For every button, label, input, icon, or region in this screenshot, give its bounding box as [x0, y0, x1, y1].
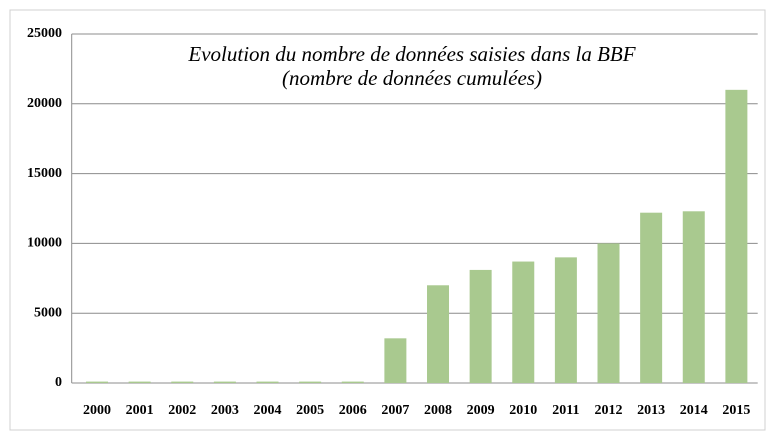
- x-tick-label: 2005: [296, 403, 324, 418]
- bar: [427, 285, 450, 383]
- y-tick-label: 20000: [27, 96, 62, 111]
- bar: [213, 381, 236, 383]
- x-tick-label: 2007: [381, 403, 409, 418]
- x-tick-label: 2000: [83, 403, 111, 418]
- y-tick-label: 0: [55, 375, 62, 390]
- bar: [384, 338, 407, 383]
- bar: [469, 269, 492, 383]
- bar: [725, 89, 748, 383]
- x-tick-label: 2003: [211, 403, 239, 418]
- y-tick-label: 25000: [27, 26, 62, 41]
- bar: [640, 212, 663, 383]
- x-tick-label: 2015: [722, 403, 750, 418]
- x-tick-label: 2010: [509, 403, 537, 418]
- x-tick-label: 2012: [595, 403, 623, 418]
- y-tick-label: 5000: [34, 305, 62, 320]
- chart-title: Evolution du nombre de données saisies d…: [187, 42, 635, 66]
- chart-subtitle: (nombre de données cumulées): [282, 66, 542, 90]
- x-tick-label: 2013: [637, 403, 665, 418]
- bar: [682, 211, 705, 383]
- y-tick-label: 15000: [27, 166, 62, 181]
- x-tick-label: 2006: [339, 403, 367, 418]
- chart-frame: [9, 9, 766, 431]
- bar: [128, 381, 151, 383]
- bar: [597, 243, 620, 383]
- bar: [341, 381, 364, 383]
- x-tick-label: 2008: [424, 403, 452, 418]
- x-tick-label: 2009: [467, 403, 495, 418]
- bar: [554, 257, 577, 383]
- x-tick-label: 2011: [552, 403, 579, 418]
- x-tick-label: 2004: [254, 403, 282, 418]
- bar: [86, 381, 109, 383]
- x-tick-label: 2002: [168, 403, 196, 418]
- bar: [171, 381, 194, 383]
- bar: [299, 381, 322, 383]
- bar: [512, 261, 535, 383]
- bar: [256, 381, 279, 383]
- x-tick-label: 2001: [126, 403, 154, 418]
- x-tick-label: 2014: [680, 403, 708, 418]
- y-tick-label: 10000: [27, 236, 62, 251]
